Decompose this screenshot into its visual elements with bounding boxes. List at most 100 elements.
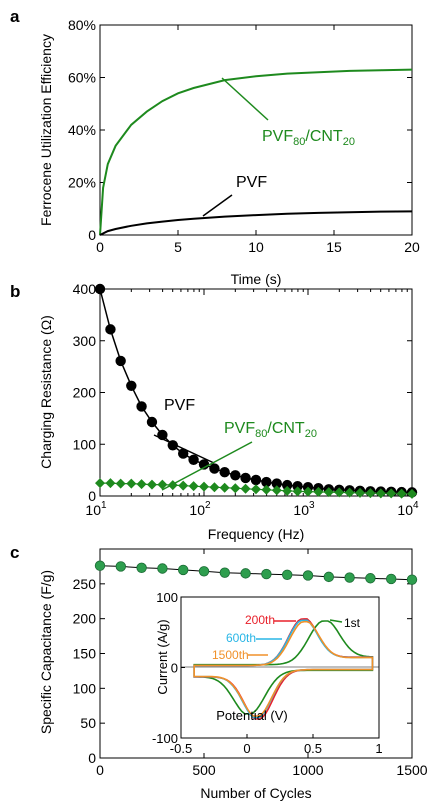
pvf-point (282, 479, 293, 491)
pvf80-cnt20-point (95, 478, 105, 489)
pvf80-cnt20-point (396, 488, 407, 499)
inset-xtick-label: -0.5 (170, 741, 192, 756)
annotation-pvf80-leader (221, 77, 269, 121)
annotation-pvf-leader (202, 194, 233, 217)
pvf80-cnt20-point (303, 486, 313, 497)
chart-b-xlabel: Frequency (Hz) (208, 526, 304, 542)
chart-a: 0 5 10 15 20 0 20% 40% 60% 80% Time (s) Ferrocene… (38, 17, 420, 287)
pvf80-cnt20-point (282, 485, 293, 496)
chart-a-xtick-label: 20 (404, 239, 420, 255)
chart-a-xlabel: Time (s) (231, 271, 282, 287)
chart-b-xtick-label: 104 (397, 500, 419, 518)
capacitance-point (115, 561, 127, 572)
pvf-point (188, 454, 199, 465)
chart-b-ylabel: Charging Resistance (Ω) (38, 315, 54, 469)
chart-a-ytick-label: 60% (68, 70, 96, 86)
chart-a-xtick-label: 10 (248, 239, 264, 255)
chart-b-frame (99, 288, 413, 497)
pvf80-cnt20-point (199, 481, 209, 492)
capacitance-point (365, 573, 376, 584)
pvf-point (126, 380, 137, 391)
pvf80-cnt20-point (230, 483, 241, 494)
chart-a-ticks: 0 5 10 15 20 0 20% 40% 60% 80% (68, 17, 420, 255)
chart-b-ytick-label: 0 (88, 488, 96, 504)
chart-c-ylabel: Specific Capacitance (F/g) (38, 570, 54, 734)
annotation-pvf80-leader-b (161, 441, 253, 491)
pvf80-cnt20-point (178, 480, 189, 491)
inset-cv: -0.5 0 0.5 1 -100 0 100 Current (A/g) Potentia… (152, 590, 383, 756)
pvf-point (261, 476, 272, 488)
chart-a-ylabel: Ferrocene Utilization Efficiency (38, 34, 54, 226)
annotation-pvf80-cnt20-b: PVF80/CNT20 (224, 420, 317, 440)
legend-1500th: 1500th (212, 648, 249, 662)
chart-c-xtick-label: 1000 (292, 762, 323, 778)
pvf80-cnt20-point (136, 479, 147, 490)
pvf80-cnt20-point (146, 479, 157, 490)
cv-curve-1500th (193, 620, 374, 717)
pvf-point (230, 470, 241, 481)
chart-a-ytick-label: 80% (68, 17, 96, 33)
chart-a-ytick-label: 20% (68, 175, 96, 191)
pvf80-cnt20-point (354, 487, 365, 498)
chart-a-ytick-label: 0 (88, 227, 96, 243)
capacitance-point (323, 571, 335, 583)
chart-c-ytick-label: 250 (73, 576, 97, 592)
pvf-point (178, 448, 189, 459)
pvf80-cnt20-point (188, 481, 199, 492)
chart-c-ytick-label: 0 (88, 750, 96, 766)
capacitance-point (94, 560, 106, 571)
legend-600th: 600th (226, 631, 256, 645)
pvf80-cnt20-point (365, 488, 376, 499)
capacitance-point (177, 564, 189, 576)
pvf-point (115, 355, 126, 367)
pvf80-cnt20-point (407, 488, 417, 499)
chart-c-ytick-label: 150 (73, 646, 97, 662)
inset-ytick-label: 100 (156, 590, 178, 605)
annotation-pvf: PVF (236, 174, 267, 191)
capacitance-point (406, 574, 418, 585)
pvf80-cnt20-point (271, 485, 282, 496)
series-pvf-markers (94, 283, 418, 498)
inset-xlabel: Potential (V) (216, 708, 288, 723)
pvf80-cnt20-point (344, 487, 355, 498)
panel-b-letter: b (10, 282, 20, 301)
chart-c-ytick-label: 50 (80, 715, 96, 731)
capacitance-point (302, 570, 314, 581)
inset-xtick-label: 0.5 (304, 741, 322, 756)
cv-curves (193, 618, 374, 720)
pvf-point (240, 472, 251, 484)
pvf80-cnt20-point (240, 483, 251, 494)
series-pvf80-cnt20-markers (95, 478, 417, 499)
pvf80-cnt20-point (292, 486, 303, 497)
chart-c-xtick-label: 0 (96, 762, 104, 778)
inset-ytick-label: 0 (171, 661, 178, 676)
capacitance-point (136, 562, 147, 574)
inset-ylabel: Current (A/g) (155, 619, 170, 694)
pvf80-cnt20-point (105, 478, 116, 489)
chart-c-ytick-label: 100 (73, 680, 97, 696)
pvf80-cnt20-point (126, 478, 137, 489)
inset-ytick-label: -100 (152, 731, 178, 746)
capacitance-point (344, 572, 355, 583)
annotation-pvf-leader-b (153, 434, 215, 464)
annotation-pvf-b: PVF (164, 397, 195, 414)
chart-c-xtick-label: 500 (192, 762, 216, 778)
chart-b-xtick-label: 102 (189, 500, 211, 518)
pvf-point (146, 416, 158, 428)
chart-b-ytick-label: 100 (73, 436, 97, 452)
chart-b-xtick-label: 103 (293, 500, 315, 518)
legend-1st-line (329, 619, 343, 623)
inset-xtick-label: 0 (243, 741, 250, 756)
chart-b-ytick-label: 200 (73, 385, 97, 401)
pvf80-cnt20-point (219, 482, 230, 493)
chart-a-frame (99, 24, 413, 236)
chart-b-ytick-label: 300 (73, 333, 97, 349)
capacitance-point (240, 568, 251, 579)
pvf-point (209, 463, 220, 474)
chart-c-xtick-label: 1500 (396, 762, 427, 778)
capacitance-line (99, 565, 413, 581)
series-pvf-line (99, 210, 413, 236)
capacitance-point (282, 569, 293, 580)
